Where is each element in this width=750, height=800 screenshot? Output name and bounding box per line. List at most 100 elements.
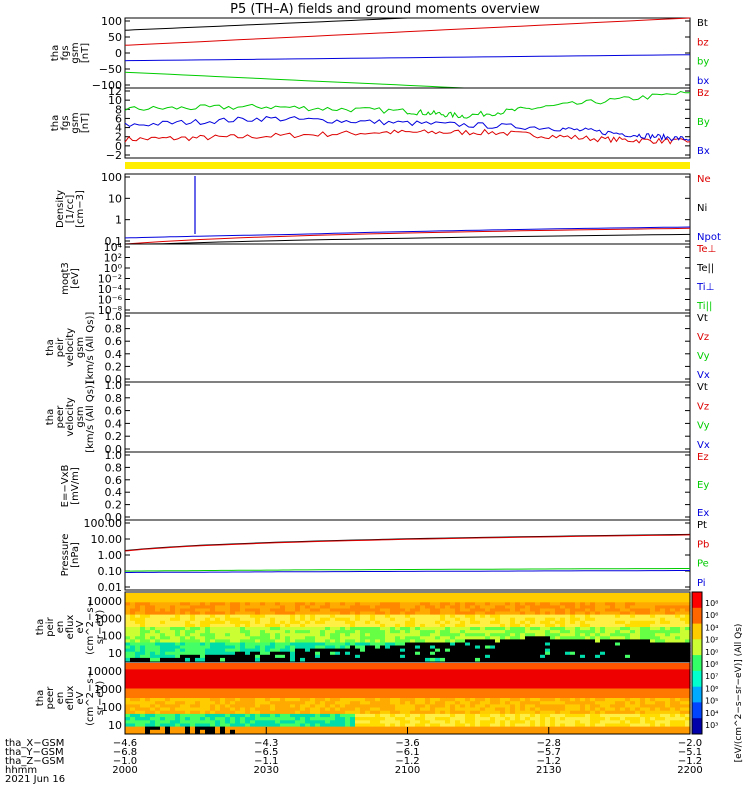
spectrogram-cell (640, 630, 646, 634)
spectrogram-cell (625, 614, 631, 619)
y-axis-label-line: tha (35, 690, 46, 706)
spectrogram-cell (145, 654, 151, 659)
spectrogram-cell (635, 617, 641, 622)
spectrogram-cell (130, 605, 136, 610)
spectrogram-cell (600, 698, 606, 702)
spectrogram-cell (315, 704, 321, 709)
spectrogram-cell (450, 639, 456, 644)
spectrogram-cell (420, 608, 426, 613)
spectrogram-cell (515, 633, 521, 637)
spectrogram-cell (400, 645, 406, 650)
spectrogram-cell (180, 691, 186, 696)
spectrogram-cell (470, 645, 476, 650)
spectrogram-cell (330, 704, 336, 709)
spectrogram-cell (510, 642, 516, 647)
spectrogram-cell (155, 729, 161, 734)
spectrogram-cell (340, 614, 346, 619)
spectrogram-cell (385, 675, 391, 680)
spectrogram-cell (260, 614, 266, 619)
spectrogram-cell (505, 642, 511, 647)
spectrogram-cell (215, 602, 221, 606)
spectrogram-cell (475, 666, 481, 670)
spectrogram-cell (575, 682, 581, 686)
spectrogram-cell (245, 688, 251, 693)
spectrogram-cell (475, 645, 481, 650)
spectrogram-cell (430, 669, 436, 674)
spectrogram-cell (420, 611, 426, 616)
spectrogram-cell (385, 723, 391, 728)
spectrogram-cell (285, 701, 291, 705)
spectrogram-cell (435, 596, 441, 600)
spectrogram-cell (330, 691, 336, 696)
spectrogram-cell (495, 651, 501, 656)
spectrogram-cell (445, 694, 451, 699)
spectrogram-cell (245, 623, 251, 628)
spectrogram-cell (430, 633, 436, 637)
spectrogram-cell (470, 717, 476, 721)
spectrogram-cell (170, 698, 176, 702)
y-tick-label: 100.00 (84, 517, 123, 530)
spectrogram-cell (530, 707, 536, 712)
spectrogram-cell (410, 645, 416, 650)
spectrogram-cell (385, 717, 391, 721)
spectrogram-cell (515, 675, 521, 680)
spectrogram-cell (675, 620, 681, 625)
spectrogram-cell (330, 688, 336, 693)
spectrogram-cell (150, 691, 156, 696)
spectrogram-cell (440, 611, 446, 616)
spectrogram-cell (440, 639, 446, 644)
spectrogram-cell (165, 688, 171, 693)
spectrogram-cell (365, 596, 371, 600)
spectrogram-cell (475, 710, 481, 715)
spectrogram-cell (210, 654, 216, 659)
spectrogram-cell (125, 694, 131, 699)
spectrogram-cell (585, 691, 591, 696)
spectrogram-cell (385, 627, 391, 631)
spectrogram-cell (570, 691, 576, 696)
spectrogram-cell (455, 617, 461, 622)
spectrogram-cell (285, 605, 291, 610)
spectrogram-cell (670, 633, 676, 637)
spectrogram-cell (275, 605, 281, 610)
spectrogram-cell (265, 630, 271, 634)
spectrogram-cell (605, 657, 611, 662)
spectrogram-cell (235, 642, 241, 647)
spectrogram-cell (525, 636, 531, 640)
spectrogram-cell (580, 685, 586, 690)
spectrogram-cell (385, 599, 391, 603)
spectrogram-cell (420, 701, 426, 705)
spectrogram-cell (355, 717, 361, 721)
spectrogram-cell (470, 666, 476, 670)
spectrogram-cell (630, 627, 636, 631)
spectrogram-cell (145, 596, 151, 600)
spectrogram-cell (620, 633, 626, 637)
spectrogram-cell (340, 713, 346, 718)
spectrogram-cell (305, 726, 311, 731)
spectrogram-cell (285, 596, 291, 600)
spectrogram-cell (305, 685, 311, 690)
spectrogram-cell (505, 602, 511, 606)
spectrogram-cell (245, 729, 251, 734)
spectrogram-cell (445, 685, 451, 690)
spectrogram-cell (125, 599, 131, 603)
spectrogram-cell (445, 691, 451, 696)
spectrogram-cell (660, 623, 666, 628)
spectrogram-cell (360, 599, 366, 603)
spectrogram-cell (350, 657, 356, 662)
spectrogram-cell (365, 663, 371, 667)
spectrogram-cell (335, 642, 341, 647)
spectrogram-cell (560, 666, 566, 670)
spectrogram-cell (265, 666, 271, 670)
spectrogram-cell (285, 726, 291, 731)
spectrogram-cell (340, 672, 346, 677)
spectrogram-cell (340, 717, 346, 721)
legend-item: Ni (697, 203, 707, 214)
spectrogram-cell (440, 713, 446, 718)
spectrogram-cell (660, 633, 666, 637)
spectrogram-cell (610, 713, 616, 718)
spectrogram-cell (530, 645, 536, 650)
spectrogram-cell (325, 608, 331, 613)
spectrogram-cell (420, 685, 426, 690)
spectrogram-cell (510, 614, 516, 619)
spectrogram-cell (245, 682, 251, 686)
